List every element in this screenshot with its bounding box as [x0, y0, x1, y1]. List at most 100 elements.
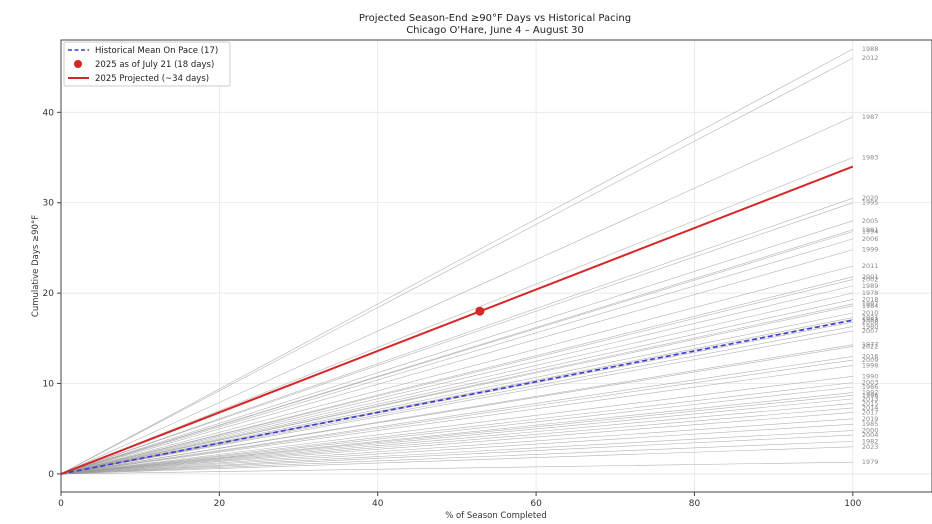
year-line-1987: [60, 116, 853, 475]
year-label-2005: 2005: [862, 217, 879, 225]
year-line-1999: [60, 249, 853, 475]
year-line-1983: [60, 157, 853, 475]
year-line-2010: [60, 312, 853, 475]
year-lines: [60, 48, 853, 475]
year-line-2019: [60, 418, 853, 475]
year-line-1988: [60, 48, 853, 475]
year-label-1998: 1998: [862, 361, 879, 369]
year-label-1987: 1987: [862, 113, 879, 121]
year-label-2010: 2010: [862, 309, 879, 317]
year-label-1995: 1995: [862, 199, 879, 207]
year-label-2004: 2004: [862, 431, 879, 439]
x-tick-label: 100: [844, 499, 861, 509]
year-label-1994: 1994: [862, 228, 879, 236]
year-label-1991: 1991: [862, 226, 879, 234]
legend-projection-label: 2025 Projected (~34 days): [95, 74, 209, 84]
year-label-2018: 2018: [862, 295, 879, 303]
historical-mean-line: [60, 319, 853, 475]
year-label-2014: 2014: [862, 404, 879, 412]
year-label-2015: 2015: [862, 399, 879, 407]
year-label-1979: 1979: [862, 458, 879, 466]
year-line-2023: [60, 446, 853, 475]
year-line-2001: [60, 276, 853, 475]
year-label-1996: 1996: [862, 391, 879, 399]
year-line-2016: [60, 356, 853, 475]
year-line-2012: [60, 57, 853, 475]
year-label-2002: 2002: [862, 276, 879, 284]
legend-point-swatch: [74, 60, 82, 68]
year-line-1992: [60, 392, 853, 475]
year-line-1998: [60, 365, 853, 475]
x-tick-label: 20: [214, 499, 226, 509]
year-label-1988: 1988: [862, 45, 879, 53]
year-label-2011: 2011: [862, 262, 879, 270]
y-axis-label: Cumulative Days ≥90°F: [31, 215, 41, 317]
year-line-2008: [60, 321, 853, 475]
year-label-1984: 1984: [862, 302, 879, 310]
year-line-2011: [60, 265, 853, 475]
x-axis: 0 20 40 60 80 100: [58, 492, 862, 509]
year-line-2005: [60, 220, 853, 475]
x-tick-label: 60: [530, 499, 542, 509]
y-tick-label: 0: [48, 470, 54, 480]
year-line-1980: [60, 326, 853, 475]
year-label-1985: 1985: [862, 420, 879, 428]
year-label-1993: 1993: [862, 315, 879, 323]
year-line-1982: [60, 441, 853, 475]
year-line-1985: [60, 423, 853, 475]
chart-title: Projected Season-End ≥90°F Days vs Histo…: [359, 13, 631, 24]
year-line-1984: [60, 305, 853, 475]
year-label-2001: 2001: [862, 273, 879, 281]
year-line-2020: [60, 197, 853, 475]
legend-mean-label: Historical Mean On Pace (17): [95, 46, 218, 56]
year-label-2019: 2019: [862, 415, 879, 423]
year-label-1990: 1990: [862, 372, 879, 380]
y-axis: 0 10 20 30 40: [43, 108, 61, 480]
year-line-1986: [60, 386, 853, 475]
year-label-1980: 1980: [862, 323, 879, 331]
year-label-2016: 2016: [862, 352, 879, 360]
year-line-2006: [60, 238, 853, 475]
year-line-1995: [60, 202, 853, 475]
year-label-1992: 1992: [862, 389, 879, 397]
year-label-2003: 2003: [862, 379, 879, 387]
year-label-2000: 2000: [862, 427, 879, 435]
legend-box: [63, 41, 231, 87]
year-line-2003: [60, 382, 853, 475]
year-label-2021: 2021: [862, 314, 879, 322]
year-line-2009: [60, 359, 853, 475]
year-line-2014: [60, 407, 853, 475]
plot-frame: [60, 39, 932, 493]
year-line-1996: [60, 394, 853, 475]
year-label-1978: 1978: [862, 289, 879, 297]
year-label-2017: 2017: [862, 408, 879, 416]
year-line-2018: [60, 299, 853, 475]
year-label-2007: 2007: [862, 327, 879, 335]
current-point: [475, 306, 485, 316]
year-line-2015: [60, 403, 853, 475]
projection-line: [60, 165, 854, 475]
year-label-1997: 1997: [862, 300, 879, 308]
chart-subtitle: Chicago O'Hare, June 4 – August 30: [406, 25, 584, 36]
year-label-1977: 1977: [862, 341, 879, 349]
x-tick-label: 40: [372, 499, 384, 509]
year-label-2020: 2020: [862, 194, 879, 202]
y-tick-label: 30: [43, 199, 55, 209]
year-label-2012: 2012: [862, 54, 879, 62]
year-label-2023: 2023: [862, 443, 879, 451]
year-label-1986: 1986: [862, 383, 879, 391]
year-label-2009: 2009: [862, 356, 879, 364]
year-line-2022: [60, 346, 853, 475]
year-label-1983: 1983: [862, 154, 879, 162]
year-label-1999: 1999: [862, 246, 879, 254]
year-label-2022: 2022: [862, 342, 879, 350]
main-series: [60, 165, 854, 475]
y-tick-label: 10: [43, 380, 55, 390]
year-line-2004: [60, 434, 853, 475]
year-label-1989: 1989: [862, 282, 879, 290]
year-line-2000: [60, 430, 853, 475]
x-tick-label: 0: [58, 499, 64, 509]
year-line-2013: [60, 398, 853, 475]
year-line-1994: [60, 231, 853, 475]
